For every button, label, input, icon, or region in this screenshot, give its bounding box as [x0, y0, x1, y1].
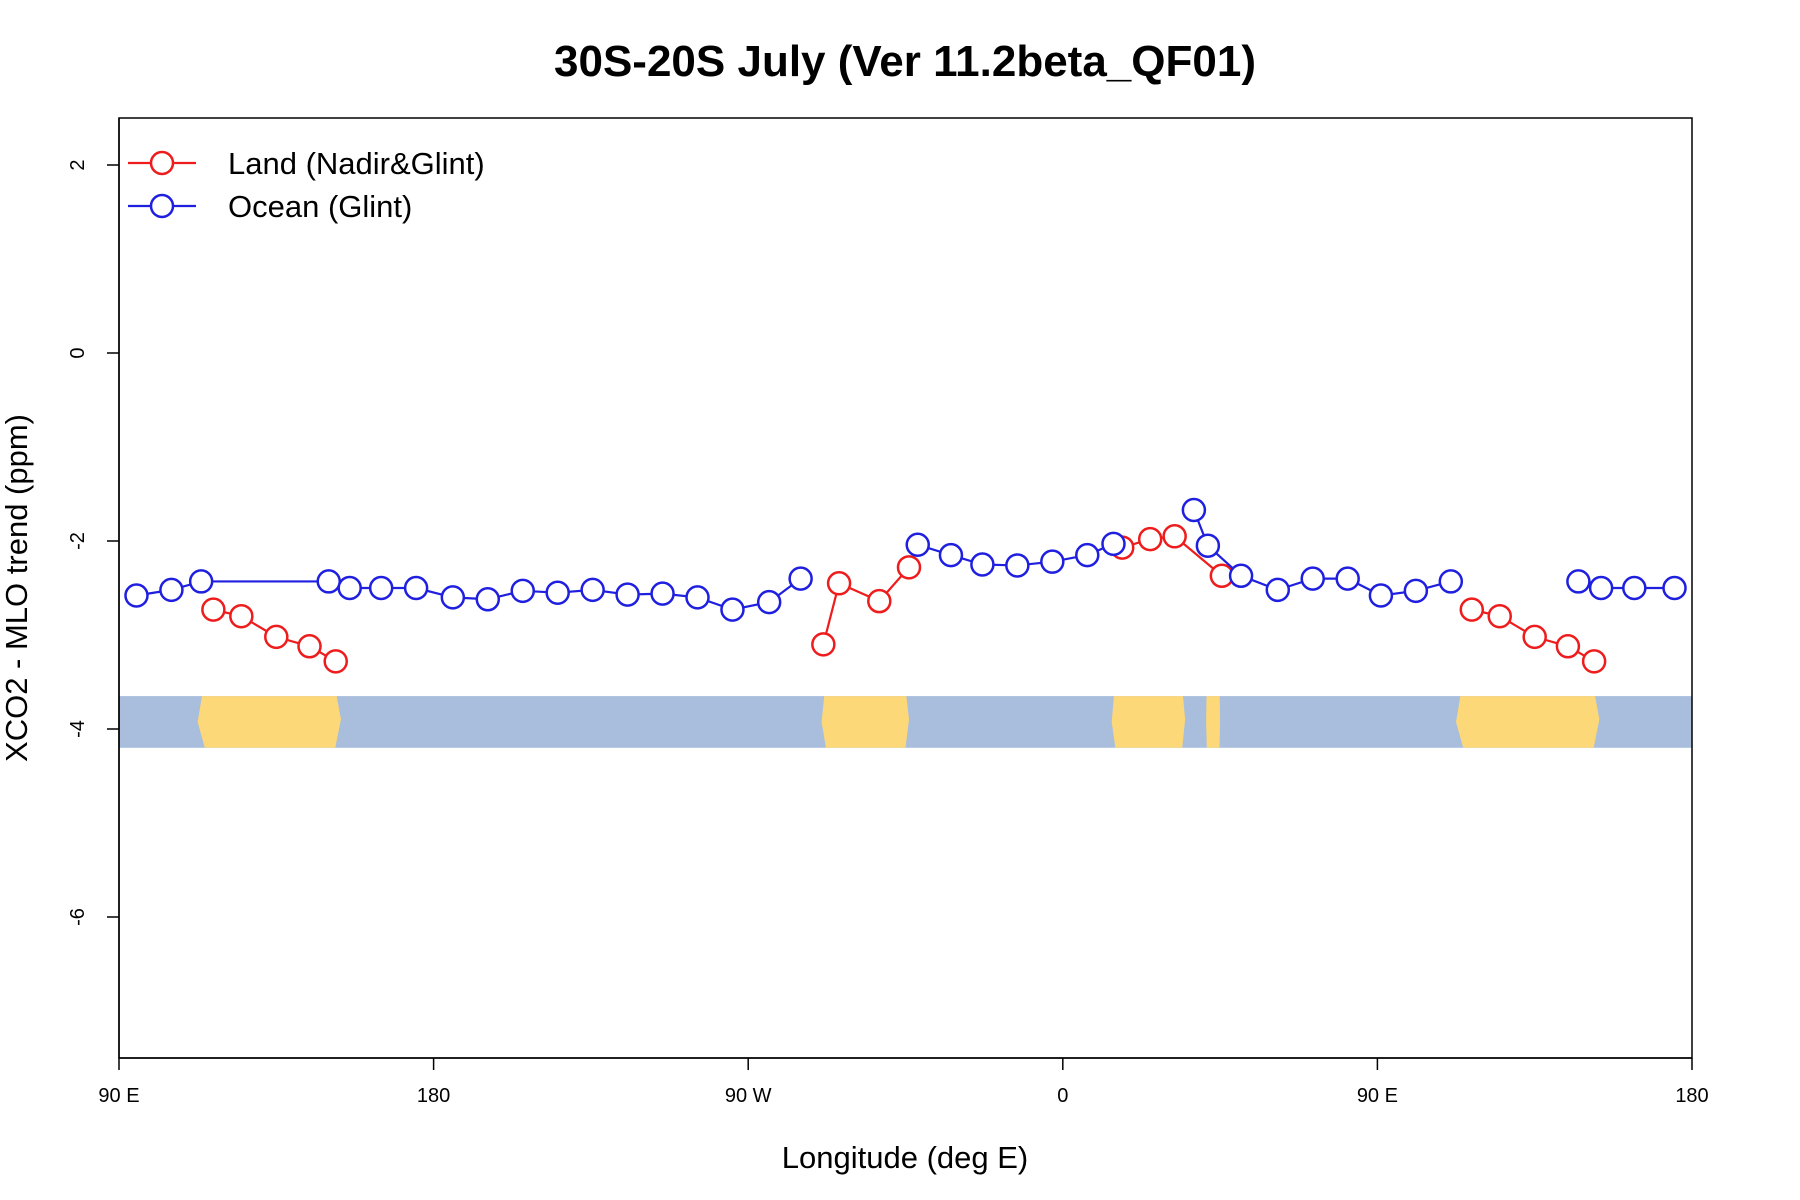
- data-point: [1622, 575, 1647, 601]
- y-tick-label: 2: [67, 159, 89, 170]
- data-point: [229, 603, 254, 629]
- series-land: [201, 524, 1607, 674]
- data-point: [440, 585, 466, 610]
- data-point: [264, 624, 289, 650]
- y-tick-label: 0: [67, 347, 89, 358]
- data-point: [316, 569, 341, 594]
- south-america-land: [821, 696, 909, 748]
- data-point: [756, 589, 782, 615]
- data-point: [1368, 583, 1394, 608]
- data-point: [1438, 569, 1464, 594]
- data-point: [188, 569, 214, 594]
- data-point: [650, 581, 675, 606]
- data-point: [788, 566, 813, 591]
- data-point: [1162, 524, 1187, 549]
- x-tick-label: 90 E: [1357, 1085, 1398, 1107]
- x-tick-label: 180: [1675, 1085, 1708, 1107]
- data-point: [1459, 597, 1485, 622]
- data-point: [1522, 624, 1547, 650]
- data-point: [1555, 634, 1581, 659]
- x-tick-label: 90 W: [725, 1085, 772, 1107]
- y-axis-label: XCO2 - MLO trend (ppm): [0, 414, 34, 762]
- y-tick-label: -6: [67, 908, 89, 926]
- data-point: [1181, 497, 1207, 523]
- series-ocean: [124, 497, 1687, 622]
- series-line: [1121, 535, 1223, 577]
- africa-land: [1111, 696, 1186, 748]
- data-point: [368, 575, 394, 601]
- y-axis: 2 0 -2 -4 -6: [67, 118, 120, 1058]
- data-point: [1566, 569, 1591, 594]
- data-point: [545, 580, 570, 605]
- data-point: [1662, 575, 1687, 601]
- legend: Land (Nadir&Glint) Ocean (Glint): [128, 146, 485, 224]
- australia-land-repeat: [1456, 696, 1600, 748]
- data-point: [896, 555, 922, 580]
- data-point: [1588, 575, 1614, 601]
- x-axis: 90 E 180 90 W 0 90 E 180: [98, 1057, 1709, 1107]
- data-point: [159, 577, 184, 603]
- series-line: [822, 566, 910, 645]
- data-point: [720, 597, 745, 622]
- data-point: [826, 571, 852, 596]
- data-point: [1487, 603, 1512, 629]
- data-point: [811, 632, 836, 657]
- data-point: [580, 577, 605, 603]
- data-point: [323, 649, 348, 674]
- australia-land: [197, 696, 341, 748]
- legend-label: Land (Nadir&Glint): [228, 146, 485, 181]
- data-point: [475, 587, 501, 612]
- data-point: [1075, 542, 1100, 568]
- data-point: [1101, 531, 1126, 557]
- land-masses: [197, 696, 1600, 748]
- madagascar-land: [1206, 696, 1221, 748]
- data-point: [403, 575, 429, 601]
- data-point: [1195, 533, 1221, 558]
- series-layer: [124, 497, 1687, 674]
- legend-label: Ocean (Glint): [228, 189, 412, 224]
- data-point: [1335, 566, 1360, 591]
- data-point: [124, 583, 149, 608]
- data-point: [938, 542, 964, 568]
- land-ocean-strip: [119, 696, 1692, 748]
- data-point: [297, 634, 322, 659]
- x-tick-label: 0: [1057, 1085, 1068, 1107]
- legend-marker: [149, 150, 175, 176]
- data-point: [970, 552, 995, 577]
- y-tick-label: -2: [67, 532, 89, 550]
- data-point: [1300, 566, 1325, 591]
- data-point: [337, 575, 362, 601]
- data-point: [510, 578, 535, 604]
- chart-title: 30S-20S July (Ver 11.2beta_QF01): [554, 37, 1256, 86]
- legend-marker: [149, 193, 175, 219]
- data-point: [1005, 553, 1030, 578]
- data-point: [1403, 578, 1429, 604]
- data-point: [615, 582, 640, 607]
- data-point: [1137, 526, 1163, 552]
- x-tick-label: 90 E: [98, 1085, 139, 1107]
- data-point: [1581, 649, 1607, 674]
- data-point: [685, 585, 710, 610]
- y-tick-label: -4: [67, 720, 89, 738]
- data-point: [1040, 549, 1065, 574]
- data-point: [867, 588, 892, 614]
- x-axis-label: Longitude (deg E): [782, 1140, 1028, 1175]
- data-point: [201, 597, 226, 622]
- data-point: [905, 532, 930, 558]
- data-point: [1228, 563, 1254, 589]
- data-point: [1265, 577, 1291, 603]
- x-tick-label: 180: [417, 1085, 450, 1107]
